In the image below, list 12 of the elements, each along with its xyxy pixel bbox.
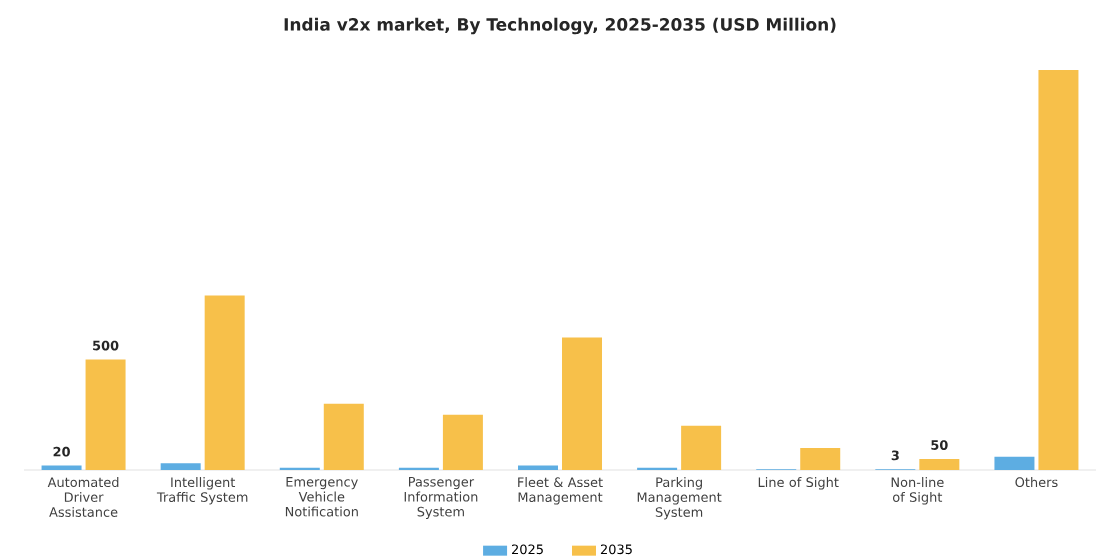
bar (800, 447, 841, 470)
bar (323, 403, 364, 470)
bar (85, 359, 126, 470)
bar (1038, 69, 1079, 470)
bar (562, 337, 603, 470)
bar (442, 414, 483, 470)
bar (204, 295, 245, 470)
bar (994, 456, 1035, 470)
bar (681, 425, 722, 470)
chart-title: India v2x market, By Technology, 2025-2035 (USD Million) (284, 17, 836, 35)
bar (919, 458, 960, 470)
bar (160, 463, 201, 470)
